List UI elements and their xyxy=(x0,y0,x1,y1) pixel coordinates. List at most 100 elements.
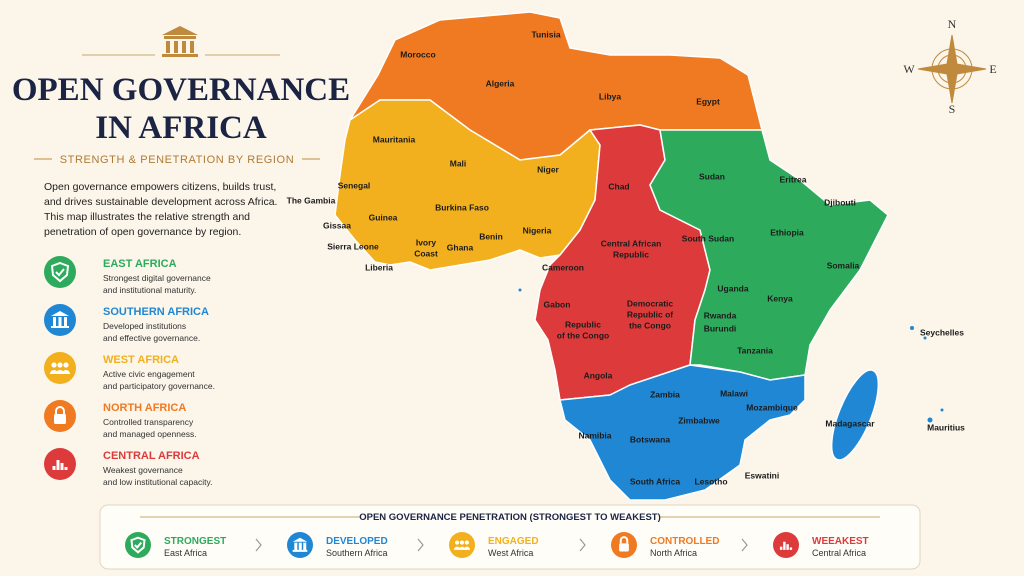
bar-region: Southern Africa xyxy=(326,548,388,558)
bar-region: West Africa xyxy=(488,548,533,558)
chevron xyxy=(255,538,262,552)
chevron xyxy=(741,538,748,552)
icon-circle xyxy=(773,532,799,558)
compass-e: E xyxy=(989,62,996,76)
country-label: Democratic xyxy=(627,298,674,308)
lock-icon xyxy=(619,536,629,544)
country-label: Senegal xyxy=(338,180,371,190)
country-label: Burundi xyxy=(704,323,737,333)
people-icon xyxy=(459,540,465,545)
country-label: Mozambique xyxy=(746,402,798,412)
country-label: Ivory xyxy=(416,237,437,247)
country-label: Chad xyxy=(608,181,629,191)
legend-desc: Active civic engagement xyxy=(103,369,195,379)
country-label: Kenya xyxy=(767,293,793,303)
people-icon xyxy=(463,546,471,550)
bar-level: STRONGEST xyxy=(164,536,226,547)
icon-circle xyxy=(449,532,475,558)
west-africa-region xyxy=(334,99,601,271)
country-label: Republic xyxy=(613,249,649,259)
bar-level: CONTROLLED xyxy=(650,536,719,547)
description: Open governance empowers citizens, build… xyxy=(44,181,278,238)
compass-s: S xyxy=(949,102,956,116)
country-label: the Congo xyxy=(629,320,671,330)
icon-circle xyxy=(44,448,76,480)
country-label: Zambia xyxy=(650,389,680,399)
lock-icon xyxy=(55,406,65,414)
country-label: Republic of xyxy=(627,309,673,319)
country-label: Algeria xyxy=(486,78,515,88)
country-label: Cameroon xyxy=(542,262,584,272)
bars-icon xyxy=(783,541,786,550)
legend-desc: Controlled transparency xyxy=(103,417,194,427)
southern-africa-region xyxy=(559,364,806,501)
subtitle: STRENGTH & PENETRATION BY REGION xyxy=(60,154,295,166)
bars-icon xyxy=(779,546,783,550)
bars-icon xyxy=(60,463,64,470)
country-label: Eswatini xyxy=(745,470,779,480)
country-label: Uganda xyxy=(717,283,748,293)
legend: EAST AFRICA Strongest digital governance a… xyxy=(44,256,215,487)
country-label: Mauritania xyxy=(373,134,416,144)
bar-level: WEEAKEST xyxy=(812,536,869,547)
country-label: Gissaa xyxy=(323,220,351,230)
legend-desc: and managed openness. xyxy=(103,429,197,439)
bars-icon xyxy=(786,544,789,550)
bars-icon xyxy=(789,547,793,550)
people-icon xyxy=(458,546,466,550)
country-label: Liberia xyxy=(365,262,393,272)
bar-region: Central Africa xyxy=(812,548,866,558)
country-label: Rwanda xyxy=(704,310,737,320)
country-label: Gabon xyxy=(544,299,571,309)
country-label: Tunisia xyxy=(531,29,560,39)
people-icon xyxy=(57,362,63,368)
people-icon xyxy=(50,370,58,374)
islands xyxy=(518,288,944,423)
country-label: Sierra Leone xyxy=(327,241,379,251)
country-label: Somalia xyxy=(827,260,860,270)
people-icon xyxy=(56,370,64,374)
country-label: South Sudan xyxy=(682,233,734,243)
people-icon xyxy=(62,370,70,374)
country-label: of the Congo xyxy=(557,330,609,340)
country-label: Burkina Faso xyxy=(435,202,489,212)
icon-circle xyxy=(44,352,76,384)
people-icon xyxy=(51,362,57,368)
people-icon xyxy=(63,362,69,368)
legend-desc: and institutional maturity. xyxy=(103,285,196,295)
legend-desc: Weakest governance xyxy=(103,465,183,475)
bars-icon xyxy=(64,467,68,470)
legend-name: EAST AFRICA xyxy=(103,258,177,270)
title: OPEN GOVERNANCE xyxy=(12,72,350,108)
country-label: Mali xyxy=(450,158,467,168)
people-icon xyxy=(453,546,461,550)
legend-desc: and effective governance. xyxy=(103,333,200,343)
legend-desc: Developed institutions xyxy=(103,321,186,331)
madagascar-shape xyxy=(830,369,880,461)
country-label: Libya xyxy=(599,91,621,101)
country-label: Republic xyxy=(565,319,601,329)
country-label: Morocco xyxy=(400,49,435,59)
icon-circle xyxy=(44,256,76,288)
country-label: Mauritius xyxy=(927,422,965,432)
chevron xyxy=(417,538,424,552)
people-icon xyxy=(455,540,460,545)
legend-desc: and participatory governance. xyxy=(103,381,215,391)
compass-n: N xyxy=(948,17,957,31)
country-label: Benin xyxy=(479,231,503,241)
building-icon xyxy=(51,311,69,328)
country-label: Ghana xyxy=(447,242,474,252)
compass xyxy=(917,34,987,104)
people-icon xyxy=(464,540,469,545)
bar-title: OPEN GOVERNANCE PENETRATION (STRONGEST T… xyxy=(359,512,661,523)
country-label: Ethiopia xyxy=(770,227,804,237)
country-label: Tanzania xyxy=(737,345,773,355)
bars-icon xyxy=(56,460,60,470)
shield-icon xyxy=(130,536,146,554)
country-label: Niger xyxy=(537,164,559,174)
bar-region: East Africa xyxy=(164,548,207,558)
country-label: Lesotho xyxy=(694,476,727,486)
country-label: Zimbabwe xyxy=(678,415,720,425)
